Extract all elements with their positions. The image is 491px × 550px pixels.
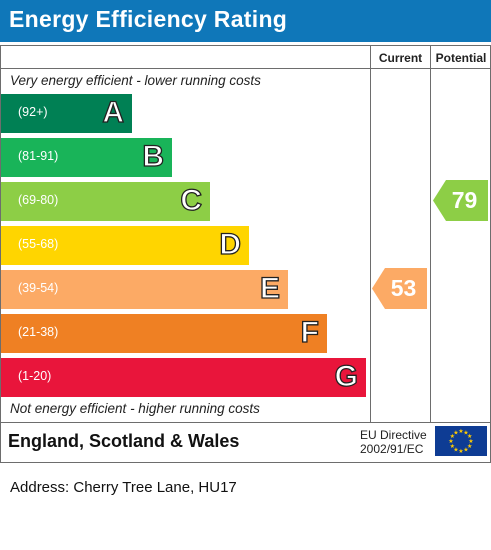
header-divider (0, 68, 491, 69)
band-letter: F (300, 315, 320, 349)
svg-text:★: ★ (448, 438, 453, 445)
svg-text:★: ★ (467, 433, 472, 440)
footer-divider (0, 422, 491, 423)
band-letter: A (102, 95, 125, 129)
svg-text:★: ★ (468, 438, 473, 445)
title-bar: Energy Efficiency Rating (0, 0, 491, 42)
potential-rating-value: 79 (451, 187, 478, 213)
column-divider-current (370, 45, 371, 423)
address: Address: Cherry Tree Lane, HU17 (10, 479, 237, 496)
svg-text:★: ★ (463, 429, 468, 436)
band-e: (39-54) E (1, 270, 288, 309)
band-letter: G (334, 359, 359, 393)
svg-text:★: ★ (453, 447, 458, 454)
svg-text:★: ★ (458, 428, 463, 435)
svg-text:★: ★ (450, 443, 455, 450)
efficient-note: Very energy efficient - lower running co… (10, 73, 261, 88)
band-range: (69-80) (18, 193, 59, 207)
svg-text:★: ★ (453, 429, 458, 436)
band-g: (1-20) G (1, 358, 366, 397)
band-range: (81-91) (18, 149, 59, 163)
band-c: (69-80) C (1, 182, 210, 221)
column-header-potential: Potential (435, 51, 487, 65)
band-letter: B (142, 139, 165, 173)
band-range: (39-54) (18, 281, 59, 295)
band-range: (92+) (18, 105, 48, 119)
potential-rating-arrow: 79 (433, 180, 488, 221)
band-range: (55-68) (18, 237, 59, 251)
band-range: (21-38) (18, 325, 59, 339)
svg-text:★: ★ (450, 433, 455, 440)
eu-flag-icon: ★ ★ ★ ★ ★ ★ ★ ★ ★ ★ ★ ★ (435, 426, 487, 456)
band-letter: D (219, 227, 242, 261)
band-f: (21-38) F (1, 314, 327, 353)
column-divider-potential (430, 45, 431, 423)
svg-text:★: ★ (467, 443, 472, 450)
band-d: (55-68) D (1, 226, 249, 265)
band-b: (81-91) B (1, 138, 172, 177)
svg-text:★: ★ (458, 448, 463, 455)
svg-text:★: ★ (463, 447, 468, 454)
page-title: Energy Efficiency Rating (9, 6, 288, 32)
current-rating-value: 53 (390, 275, 417, 301)
eu-directive-line1: EU Directive (360, 428, 427, 442)
current-rating-arrow: 53 (372, 268, 427, 309)
band-a: (92+) A (1, 94, 132, 133)
eu-directive-text: EU Directive 2002/91/EC (360, 428, 427, 456)
column-header-current: Current (378, 51, 423, 65)
band-range: (1-20) (18, 369, 52, 383)
band-letter: E (259, 271, 280, 305)
inefficient-note: Not energy efficient - higher running co… (10, 401, 260, 416)
band-letter: C (180, 183, 203, 217)
eu-directive-line2: 2002/91/EC (360, 442, 424, 456)
region-label: England, Scotland & Wales (8, 431, 240, 451)
